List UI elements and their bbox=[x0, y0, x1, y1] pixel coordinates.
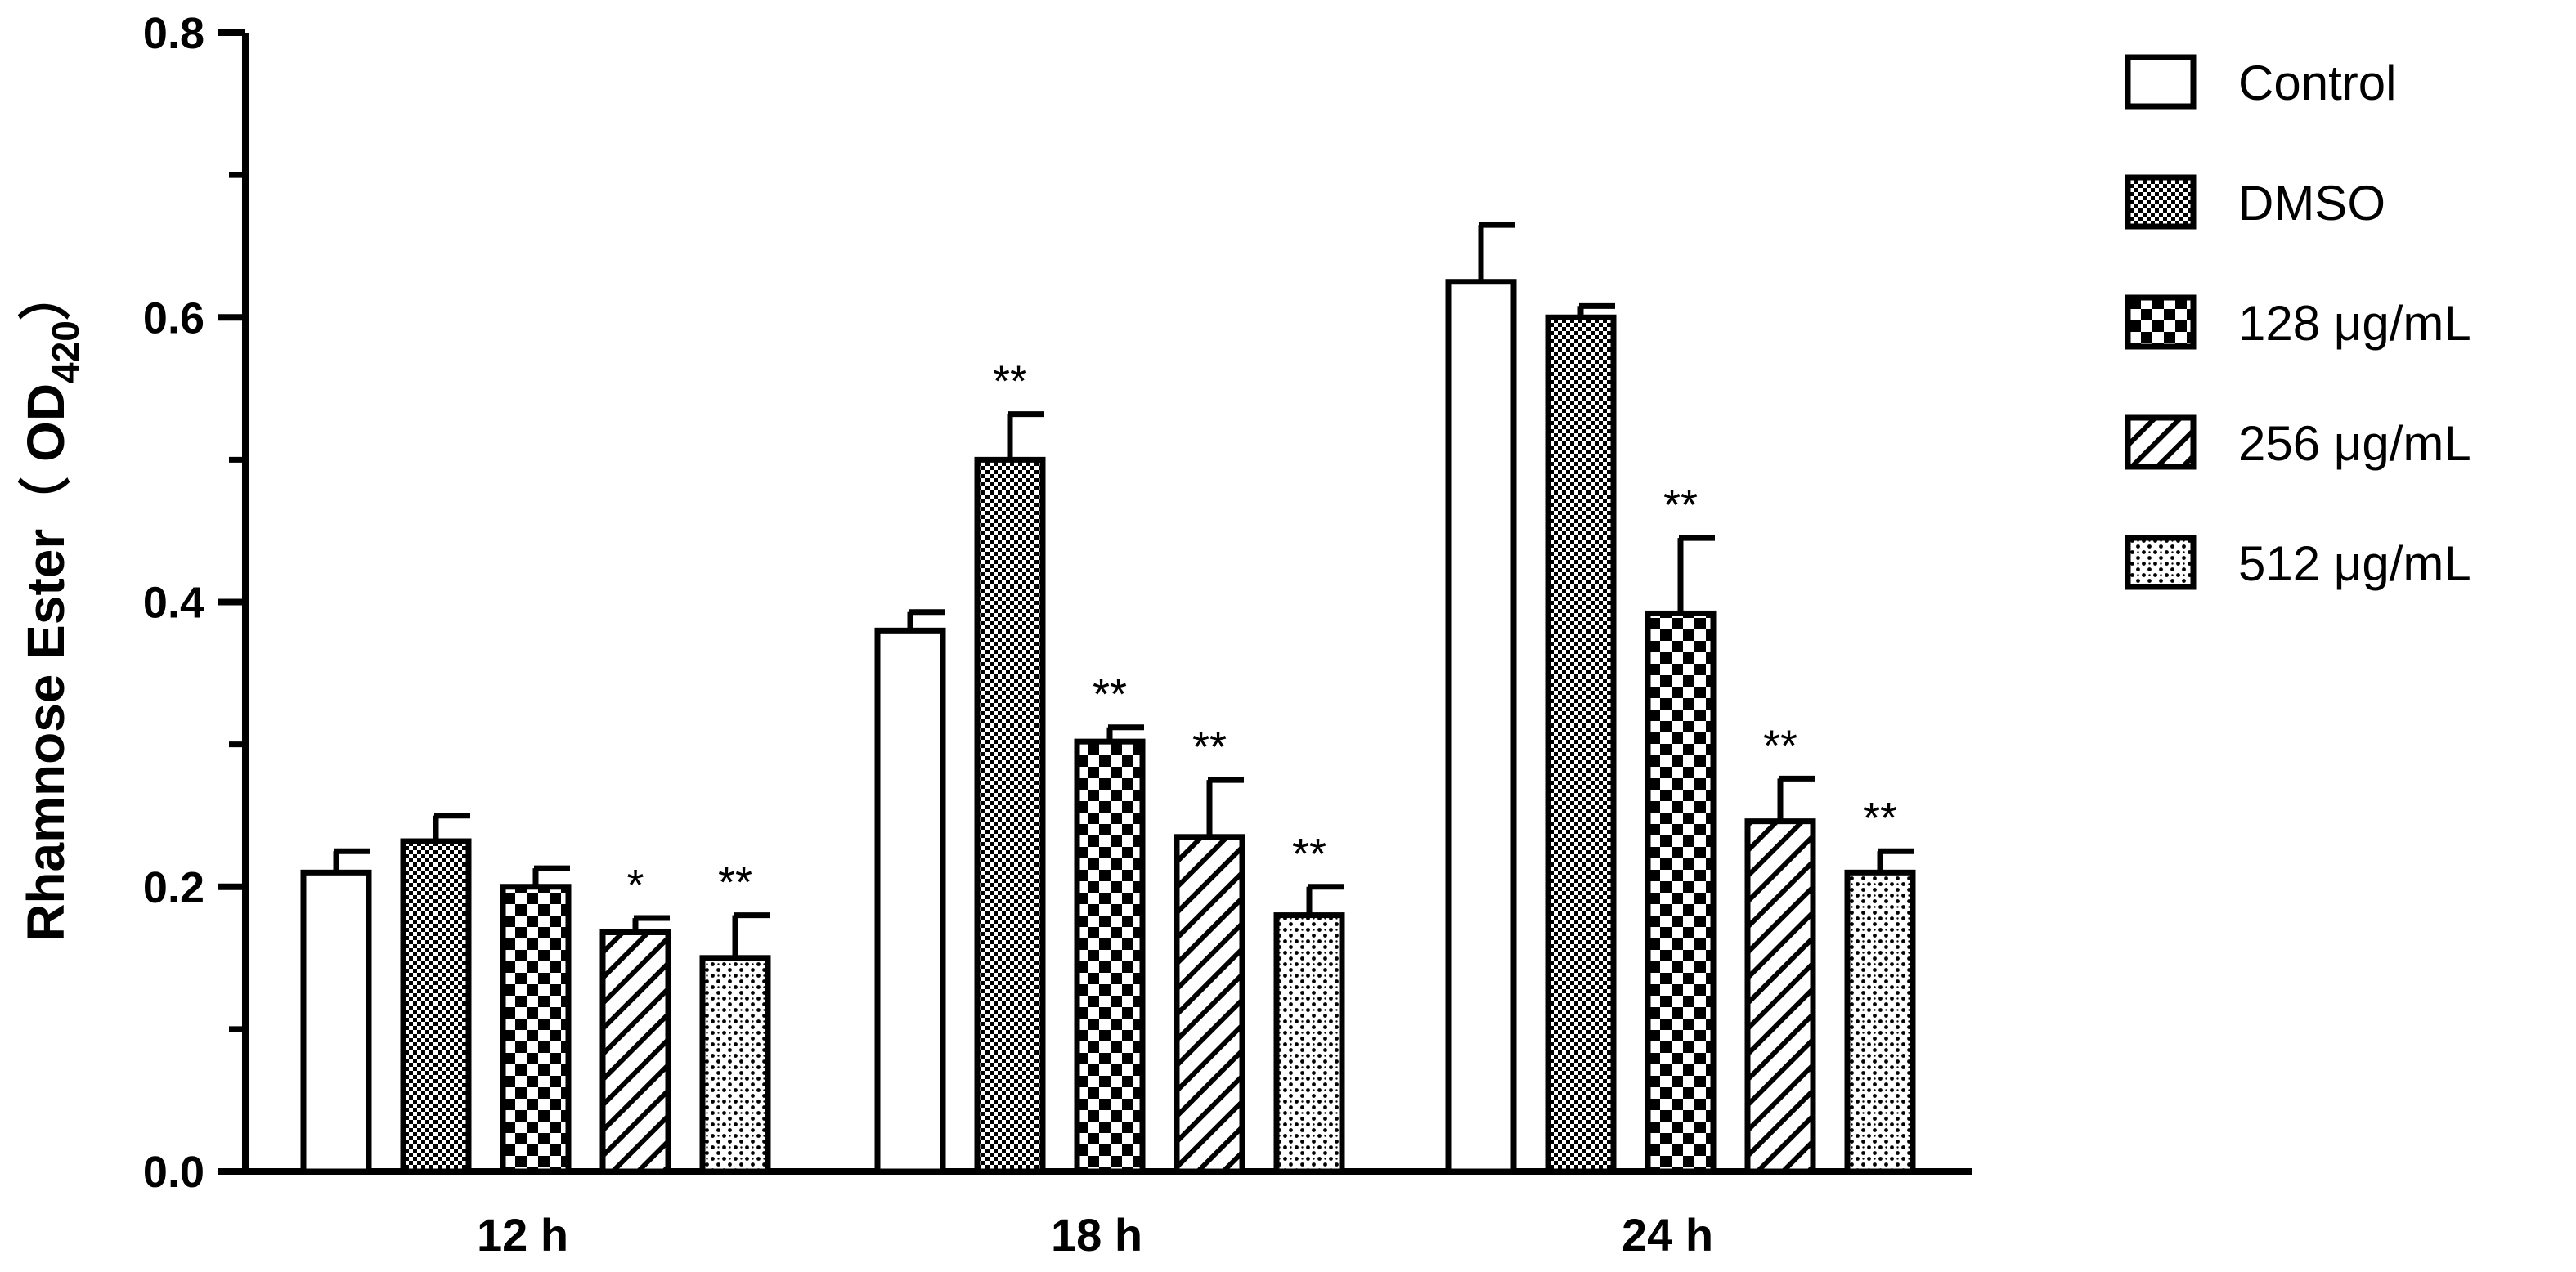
bars bbox=[300, 222, 1916, 1175]
significance-label: ** bbox=[1863, 794, 1897, 843]
significance-label: ** bbox=[993, 357, 1027, 406]
legend-label: 128 μg/mL bbox=[2238, 296, 2471, 351]
y-tick-label: 0.4 bbox=[143, 579, 204, 628]
legend-label: DMSO bbox=[2238, 176, 2385, 231]
bar bbox=[599, 929, 671, 1175]
legend-swatch bbox=[2125, 174, 2197, 230]
bar bbox=[874, 627, 946, 1175]
significance-label: ** bbox=[1663, 481, 1698, 530]
legend-label: 512 μg/mL bbox=[2238, 536, 2471, 591]
x-category-label: 24 h bbox=[1622, 1209, 1713, 1261]
x-category-label: 18 h bbox=[1051, 1209, 1142, 1261]
legend-swatch bbox=[2125, 294, 2197, 350]
bar bbox=[1744, 818, 1816, 1175]
bar bbox=[1074, 738, 1146, 1175]
legend: Control DMSO 128 μg/mL 256 μg/mL 512 μg/mL bbox=[2125, 54, 2471, 591]
bar bbox=[500, 884, 572, 1175]
bar bbox=[974, 456, 1046, 1175]
legend-swatch bbox=[2125, 535, 2197, 590]
significance-label: * bbox=[626, 861, 644, 910]
significance-label: ** bbox=[718, 858, 752, 907]
bar bbox=[1174, 834, 1245, 1175]
bar bbox=[1445, 279, 1517, 1175]
legend-swatch bbox=[2125, 414, 2197, 470]
y-tick-label: 0.0 bbox=[143, 1148, 204, 1197]
bar bbox=[699, 955, 771, 1175]
bar bbox=[300, 869, 372, 1175]
x-category-label: 12 h bbox=[477, 1209, 568, 1261]
significance-label: ** bbox=[1192, 723, 1227, 772]
bar bbox=[1273, 912, 1345, 1175]
bar bbox=[1545, 314, 1617, 1175]
legend-swatch bbox=[2125, 54, 2197, 110]
y-axis-label: Rhamnose Ester（ OD420） bbox=[16, 268, 87, 942]
y-tick-label: 0.8 bbox=[143, 9, 204, 58]
legend-label: Control bbox=[2238, 56, 2396, 110]
y-tick-label: 0.6 bbox=[143, 293, 204, 343]
significance-label: ** bbox=[1763, 721, 1797, 770]
bar bbox=[1844, 869, 1916, 1175]
legend-label: 256 μg/mL bbox=[2238, 416, 2471, 471]
significance-label: ** bbox=[1093, 670, 1127, 719]
y-tick-label: 0.2 bbox=[143, 863, 204, 912]
bar bbox=[400, 838, 472, 1175]
bar bbox=[1645, 610, 1717, 1175]
significance-label: ** bbox=[1292, 830, 1326, 879]
